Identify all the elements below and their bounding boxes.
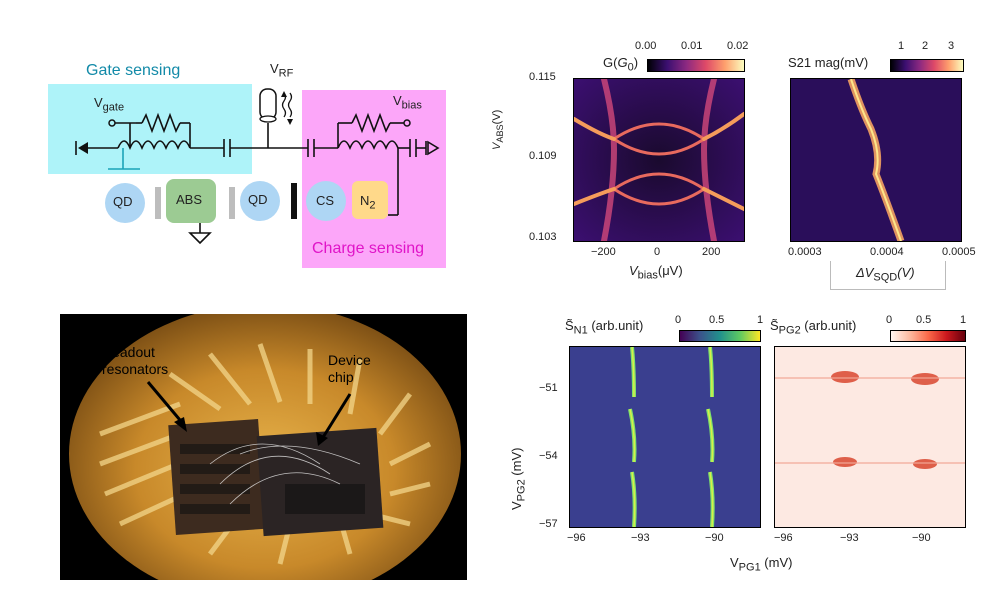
plot-a-ytick-1: 0.109 (529, 150, 557, 162)
plot-a-xlabel: Vbias(μV) (629, 263, 683, 282)
plot-c-ytick-0: −51 (539, 382, 558, 394)
qd-block-1: QD (113, 194, 133, 209)
plot-d-xtick-1: −93 (840, 532, 859, 544)
plot-c-xtick-2: −90 (705, 532, 724, 544)
charge-sensing-region (302, 90, 446, 268)
abs-block: ABS (176, 192, 203, 207)
plot-a-ylabel: VABS(V) (491, 109, 506, 150)
plot-a-cbar-tick-2: 0.02 (727, 40, 749, 52)
device-chip-label: Device chip (328, 352, 371, 385)
plot-a-heatmap (573, 78, 745, 242)
plot-c-xtick-0: −96 (567, 532, 586, 544)
plot-d-cbar-tick-0: 0 (886, 314, 893, 326)
plot-a-xtick-0: −200 (591, 246, 616, 258)
plot-a-ytick-2: 0.103 (529, 231, 557, 243)
gate-sensing-label: Gate sensing (86, 62, 181, 79)
plot-b-cbar-tick-1: 2 (922, 40, 929, 52)
qd-block-2: QD (248, 192, 268, 207)
plot-c-ytick-2: −57 (539, 518, 558, 530)
plot-b-colorbar (890, 59, 964, 72)
plot-b-xtick-2: 0.0005 (942, 246, 976, 258)
plot-b-xlabel-box (830, 261, 946, 290)
plot-c-colorbar-label: S̃N1 (arb.unit) (565, 318, 644, 337)
plot-a-cbar-tick-0: 0.00 (635, 40, 657, 52)
plot-c-colorbar (679, 330, 761, 342)
plot-b-xlabel: ΔVSQD(V) (856, 265, 915, 284)
plot-a-colorbar (647, 59, 745, 72)
shared-xlabel: VPG1 (mV) (730, 555, 793, 574)
plot-c-cbar-tick-2: 1 (757, 314, 764, 326)
plot-c-xtick-1: −93 (631, 532, 650, 544)
device-photo: Readout resonators Device chip (60, 314, 467, 580)
n2-block: N2 (360, 193, 376, 212)
plot-b-cbar-tick-0: 1 (898, 40, 905, 52)
plot-c-ytick-1: −54 (539, 450, 558, 462)
plot-d-cbar-tick-2: 1 (960, 314, 967, 326)
plot-a: G(G0) 0.00 0.01 0.02 0.115 0.109 0.103 V… (491, 35, 755, 285)
plot-d-colorbar (890, 330, 966, 342)
plot-b-xtick-0: 0.0003 (788, 246, 822, 258)
v-rf-label: VRF (270, 61, 294, 80)
plot-d-cbar-tick-1: 0.5 (916, 314, 932, 326)
plot-b-colorbar-label: S21 mag(mV) (788, 55, 869, 70)
plot-c: S̃N1 (arb.unit) 0 0.5 1 −51 −54 −57 VPG2… (495, 310, 765, 590)
plot-d: S̃PG2 (arb.unit) 0 0.5 1 −96 −93 −90 (770, 310, 995, 590)
v-bias-label: Vbias (393, 93, 422, 112)
plot-d-xtick-2: −90 (912, 532, 931, 544)
readout-resonators-label: Readout resonators (102, 344, 169, 377)
plot-c-cbar-tick-0: 0 (675, 314, 682, 326)
v-gate-label: Vgate (94, 95, 125, 114)
plot-b-xtick-1: 0.0004 (870, 246, 904, 258)
plot-b-heatmap (790, 78, 962, 242)
plot-a-ytick-0: 0.115 (529, 71, 556, 83)
plot-c-heatmap (569, 346, 761, 528)
circuit-schematic: Gate sensing Charge sensing VRF Vgate Vb… (48, 55, 448, 270)
plot-d-colorbar-label: S̃PG2 (arb.unit) (770, 318, 857, 337)
cs-block: CS (316, 193, 335, 208)
plot-a-colorbar-label: G(G0) (603, 55, 639, 74)
plot-a-xtick-2: 200 (702, 246, 721, 258)
plot-d-heatmap (774, 346, 966, 528)
schematic-drawing (48, 84, 446, 268)
plot-b: S21 mag(mV) 1 2 3 0.0003 0.0004 0.0005 Δ… (780, 35, 990, 295)
plot-a-cbar-tick-1: 0.01 (681, 40, 703, 52)
plot-c-cbar-tick-1: 0.5 (709, 314, 725, 326)
plot-b-cbar-tick-2: 3 (948, 40, 955, 52)
gate-sensing-region (48, 84, 252, 174)
charge-sensing-label: Charge sensing (312, 240, 425, 257)
plot-c-ylabel: VPG2 (mV) (509, 447, 528, 510)
photo-illustration (69, 314, 461, 580)
plot-d-xtick-0: −96 (774, 532, 793, 544)
plot-a-xtick-1: 0 (654, 246, 661, 258)
